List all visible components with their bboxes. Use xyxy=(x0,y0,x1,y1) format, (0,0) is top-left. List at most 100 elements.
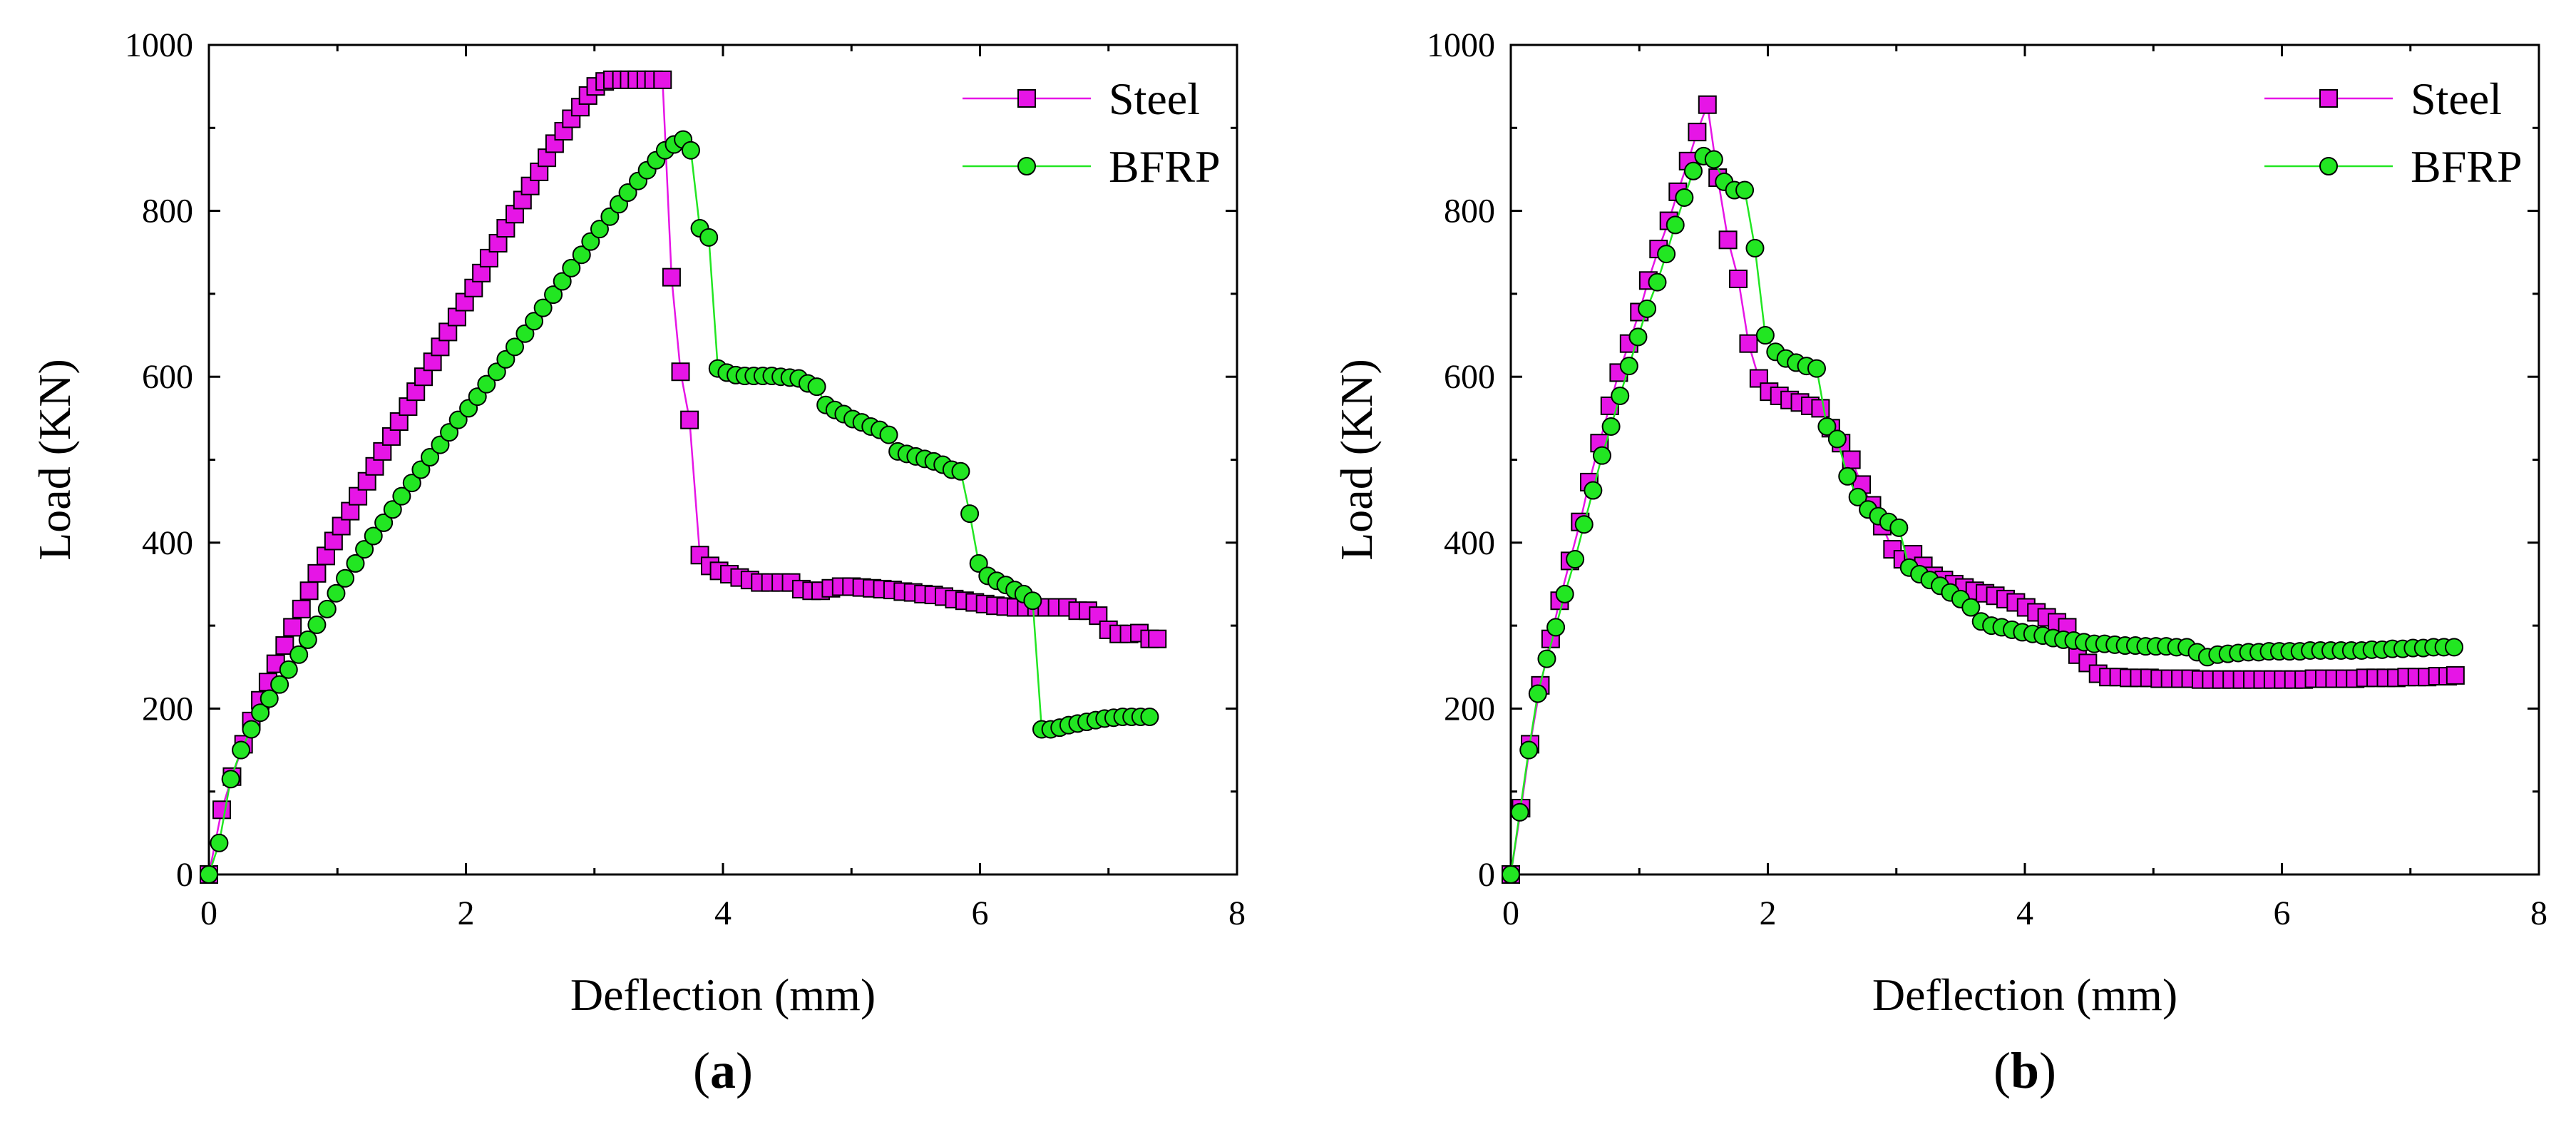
caption-letter: a xyxy=(710,1042,736,1099)
data-point-bfrp xyxy=(200,865,218,884)
data-point-bfrp xyxy=(581,232,600,251)
y-axis-title: Load (KN) xyxy=(1331,359,1382,561)
data-point-bfrp xyxy=(383,500,402,519)
data-point-bfrp xyxy=(1601,417,1621,436)
data-point-bfrp xyxy=(1889,518,1909,537)
data-point-bfrp xyxy=(289,645,309,664)
y-tick-label: 1000 xyxy=(1427,26,1495,64)
data-point-bfrp xyxy=(553,272,572,291)
data-point-bfrp xyxy=(525,312,544,331)
data-point-bfrp xyxy=(421,448,440,467)
x-tick-label: 2 xyxy=(458,894,475,932)
data-point-steel xyxy=(212,800,232,820)
data-point-steel xyxy=(1148,629,1167,648)
data-point-bfrp xyxy=(951,461,970,481)
data-point-bfrp xyxy=(1574,515,1594,534)
chart-panel-a: 0 2 4 6 8 0 200 400 600 800 1000 Deflection (mm) Loa… xyxy=(29,26,1246,1099)
data-point-bfrp xyxy=(307,615,327,634)
data-point-bfrp xyxy=(1961,598,1981,617)
caption-letter: b xyxy=(2011,1042,2039,1099)
legend-entry-bfrp: BFRP xyxy=(2264,141,2523,192)
data-point-bfrp xyxy=(807,377,826,397)
data-point-bfrp xyxy=(364,526,383,546)
y-tick-label: 800 xyxy=(142,193,193,230)
data-point-bfrp xyxy=(346,554,365,573)
legend-label: Steel xyxy=(2411,73,2502,124)
data-point-bfrp xyxy=(1519,740,1539,760)
plot-frame xyxy=(1509,44,2540,876)
x-tick-label: 8 xyxy=(1228,894,1246,932)
data-point-steel xyxy=(292,599,311,618)
data-point-bfrp xyxy=(1592,446,1611,465)
data-point-bfrp xyxy=(411,460,431,479)
data-point-bfrp xyxy=(1611,386,1630,405)
data-point-bfrp xyxy=(505,337,524,357)
series-line-steel xyxy=(207,78,1158,875)
data-point-bfrp xyxy=(1528,684,1547,703)
data-point-bfrp xyxy=(1683,161,1703,180)
y-tick-label: 1000 xyxy=(125,26,193,64)
data-point-bfrp xyxy=(600,207,620,226)
data-point-bfrp xyxy=(440,423,459,442)
x-tick-label: 4 xyxy=(714,894,732,932)
data-point-bfrp xyxy=(298,630,317,649)
data-point-bfrp xyxy=(1838,466,1857,486)
data-point-steel xyxy=(1718,230,1738,250)
x-axis-title: Deflection (mm) xyxy=(570,969,876,1020)
y-tick-label: 800 xyxy=(1444,193,1495,230)
data-point-bfrp xyxy=(2445,638,2464,657)
data-point-bfrp xyxy=(1537,649,1556,668)
data-point-steel xyxy=(307,563,327,583)
caption-close: ) xyxy=(736,1042,753,1099)
data-point-bfrp xyxy=(392,486,411,506)
data-point-bfrp xyxy=(496,350,515,369)
data-point-bfrp xyxy=(1638,299,1657,318)
data-point-bfrp xyxy=(1584,481,1603,500)
data-point-bfrp xyxy=(260,689,279,708)
legend-entry-bfrp: BFRP xyxy=(963,141,1221,192)
data-point-bfrp xyxy=(355,540,374,559)
data-point-bfrp xyxy=(327,583,346,603)
chart-panel-b: 0 2 4 6 8 0 200 400 600 800 1000 Deflection (mm) Loa… xyxy=(1331,26,2547,1099)
plot-frame xyxy=(207,44,1238,876)
data-point-bfrp xyxy=(1675,188,1694,207)
data-point-bfrp xyxy=(1628,327,1648,347)
data-point-bfrp xyxy=(1546,618,1566,637)
data-point-bfrp xyxy=(221,770,240,789)
data-point-bfrp xyxy=(544,285,563,305)
data-point-bfrp xyxy=(1566,550,1585,569)
x-tick-label: 6 xyxy=(2274,894,2291,932)
data-point-bfrp xyxy=(448,410,468,429)
y-tick-label: 600 xyxy=(1444,358,1495,396)
data-point-steel xyxy=(1698,95,1717,114)
legend-entry-steel: Steel xyxy=(963,73,1200,124)
data-point-bfrp xyxy=(487,362,506,382)
series-bfrp xyxy=(1502,146,2464,884)
data-point-bfrp xyxy=(533,298,553,317)
data-point-steel xyxy=(1729,269,1748,288)
data-point-bfrp xyxy=(681,141,700,160)
legend-marker xyxy=(1017,89,1036,108)
y-tick-label: 600 xyxy=(142,358,193,396)
data-point-steel xyxy=(1739,334,1758,353)
data-point-bfrp xyxy=(232,740,251,760)
data-point-bfrp xyxy=(336,568,355,588)
legend-marker xyxy=(2319,157,2338,175)
panel-caption: (a) xyxy=(693,1042,753,1099)
data-point-steel xyxy=(283,618,302,637)
legend-label: BFRP xyxy=(2411,141,2523,192)
data-point-steel xyxy=(671,362,690,382)
y-tick-label: 200 xyxy=(142,690,193,728)
data-point-bfrp xyxy=(1555,584,1574,603)
legend-marker xyxy=(2319,89,2338,108)
data-point-steel xyxy=(2446,665,2465,685)
legend-marker xyxy=(1017,157,1036,175)
panel-caption: (b) xyxy=(1993,1042,2056,1099)
data-point-steel xyxy=(680,410,699,429)
y-tick-label: 400 xyxy=(142,524,193,562)
data-point-bfrp xyxy=(279,660,298,679)
data-point-bfrp xyxy=(960,504,980,524)
y-tick-label: 0 xyxy=(176,856,193,894)
data-point-bfrp xyxy=(251,703,270,723)
